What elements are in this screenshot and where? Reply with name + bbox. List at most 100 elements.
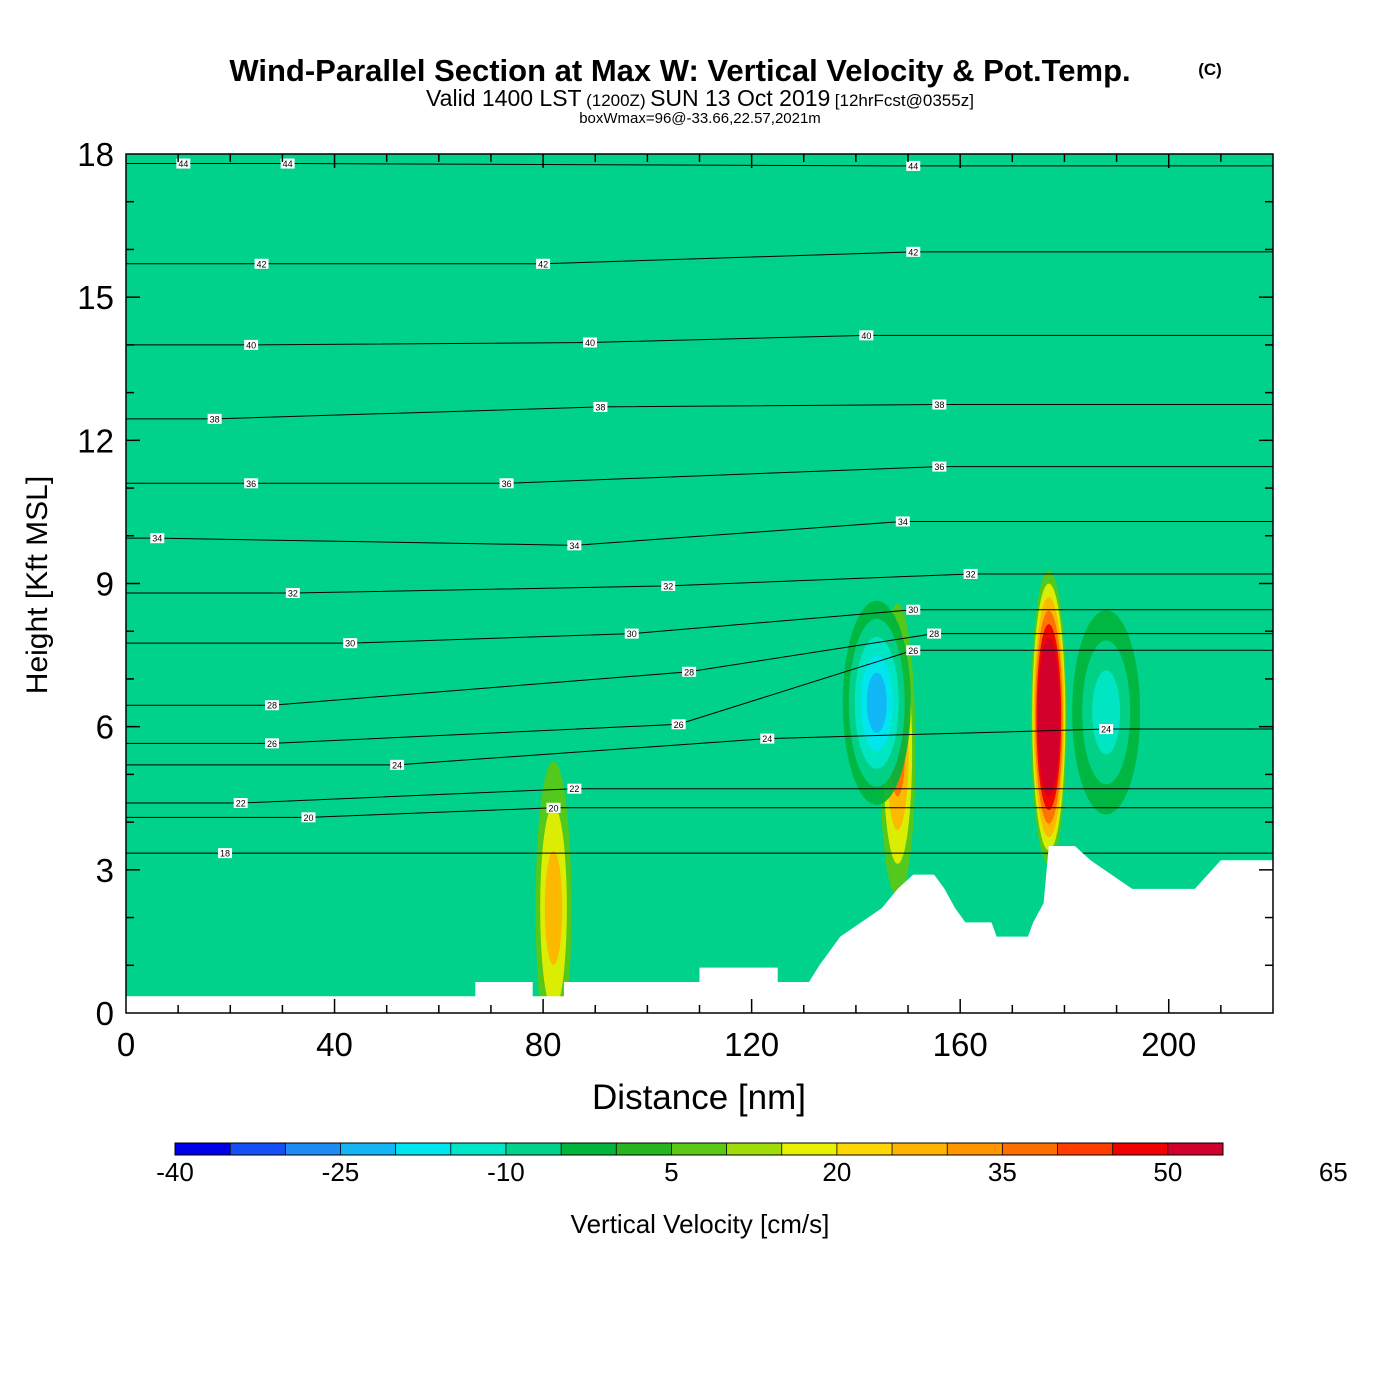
contour-label-box — [285, 588, 300, 599]
contour-label-box — [906, 246, 921, 257]
contour-label: 34 — [569, 541, 579, 551]
contour-label: 24 — [1101, 725, 1111, 735]
contour-label-box — [927, 628, 942, 639]
contour-label-box — [906, 604, 921, 615]
x-tick-label: 200 — [1141, 1026, 1196, 1063]
contour-label: 30 — [627, 629, 637, 639]
contour-label-box — [207, 413, 222, 424]
contour-label: 28 — [684, 667, 694, 677]
contour-label-box — [264, 738, 279, 749]
contour-label: 42 — [908, 247, 918, 257]
chart-title: Wind-Parallel Section at Max W: Vertical… — [229, 53, 1130, 88]
x-tick-label: 120 — [724, 1026, 779, 1063]
colorbar-swatch — [892, 1143, 948, 1155]
y-tick-label: 12 — [77, 422, 114, 459]
colorbar-tick-label: 50 — [1153, 1157, 1182, 1187]
colorbar-swatch — [230, 1143, 286, 1155]
colorbar-swatch — [340, 1143, 397, 1155]
y-tick-label: 15 — [77, 279, 114, 316]
colorbar-tick-label: 20 — [822, 1157, 851, 1187]
contour-label: 40 — [861, 331, 871, 341]
contour-label: 26 — [267, 739, 277, 749]
contour-label: 38 — [934, 400, 944, 410]
contour-label: 36 — [246, 479, 256, 489]
contour-label-box — [218, 848, 233, 859]
contour-label: 18 — [220, 849, 230, 859]
y-tick-labels: 0 3 6 9 12 15 18 — [77, 136, 114, 1032]
contour-label: 36 — [934, 462, 944, 472]
colorbar-label: Vertical Velocity [cm/s] — [571, 1209, 830, 1239]
contour-label: 38 — [595, 402, 605, 412]
colorbar-swatch — [1112, 1143, 1169, 1155]
contour-label: 22 — [236, 799, 246, 809]
contour-label-box — [567, 540, 582, 551]
velocity-features — [535, 570, 1141, 1013]
contour-label-box — [244, 478, 259, 489]
contour-label-box — [280, 158, 295, 169]
colorbar-swatch — [836, 1143, 893, 1155]
contour-labels: 44 44 44 42 42 42 40 40 40 38 38 38 36 36 36 34 34 34 32 32… — [150, 158, 1114, 859]
y-tick-label: 18 — [77, 136, 114, 173]
contour-label: 26 — [674, 720, 684, 730]
contour-label-box — [301, 812, 316, 823]
contour-label: 32 — [966, 569, 976, 579]
contour-label: 38 — [210, 414, 220, 424]
x-tick-label: 0 — [117, 1026, 135, 1063]
colorbar-tick-label: 65 — [1319, 1157, 1348, 1187]
contour-label: 36 — [502, 479, 512, 489]
contour-label: 22 — [569, 784, 579, 794]
contour-label-box — [906, 645, 921, 656]
contour-label-box — [906, 160, 921, 171]
x-tick-label: 160 — [933, 1026, 988, 1063]
terrain-mask — [126, 845, 1273, 1013]
colorbar-tick-label: -40 — [156, 1157, 194, 1187]
x-tick-labels: 0 40 80 120 160 200 — [117, 1026, 1196, 1063]
colorbar-swatch — [285, 1143, 341, 1155]
contour-label-box — [895, 516, 910, 527]
y-axis-label: Height [Kft MSL] — [21, 476, 54, 694]
colorbar-swatch — [616, 1143, 672, 1155]
theta-contour-line — [126, 807, 1273, 818]
contour-label-box — [661, 580, 676, 591]
contour-label-box — [254, 258, 269, 269]
contour-label-box — [593, 401, 608, 412]
contour-label-box — [546, 802, 561, 813]
y-tick-label: 9 — [96, 566, 114, 603]
y-tick-label: 6 — [96, 709, 114, 746]
y-tick-label: 3 — [96, 852, 114, 889]
contour-label: 24 — [762, 734, 772, 744]
contour-label-box — [176, 158, 191, 169]
contour-label: 28 — [929, 629, 939, 639]
contour-label: 28 — [267, 701, 277, 711]
colorbar-swatch — [561, 1143, 617, 1155]
colorbar-tick-label: -10 — [487, 1157, 525, 1187]
box-info: boxWmax=96@-33.66,22.57,2021m — [579, 110, 821, 127]
copyright-mark: (C) — [1198, 60, 1222, 79]
contour-label-box — [244, 339, 259, 350]
contour-label: 34 — [898, 517, 908, 527]
contour-label: 40 — [585, 338, 595, 348]
colorbar-tick-label: 35 — [988, 1157, 1017, 1187]
contour-label: 30 — [908, 605, 918, 615]
x-axis-label: Distance [nm] — [592, 1078, 806, 1117]
colorbar-tick-labels: -40-25-1052035506580 — [156, 1157, 1348, 1187]
contour-label-box — [963, 568, 978, 579]
downdraft-shade — [866, 672, 887, 733]
y-tick-label: 0 — [96, 995, 114, 1032]
colorbar-tick-label: -25 — [322, 1157, 360, 1187]
contour-label-box — [567, 783, 582, 794]
colorbar — [174, 1142, 1224, 1156]
colorbar-swatch — [395, 1143, 452, 1155]
contour-label-box — [233, 798, 248, 809]
contour-label-box — [859, 330, 874, 341]
colorbar-swatch — [781, 1143, 838, 1155]
colorbar-swatch — [671, 1143, 728, 1155]
contour-label: 40 — [246, 340, 256, 350]
contour-label: 42 — [257, 259, 267, 269]
contour-label: 44 — [283, 159, 293, 169]
contour-label-box — [536, 258, 551, 269]
contour-label: 32 — [663, 581, 673, 591]
contour-label: 20 — [303, 813, 313, 823]
contour-label-box — [932, 399, 947, 410]
